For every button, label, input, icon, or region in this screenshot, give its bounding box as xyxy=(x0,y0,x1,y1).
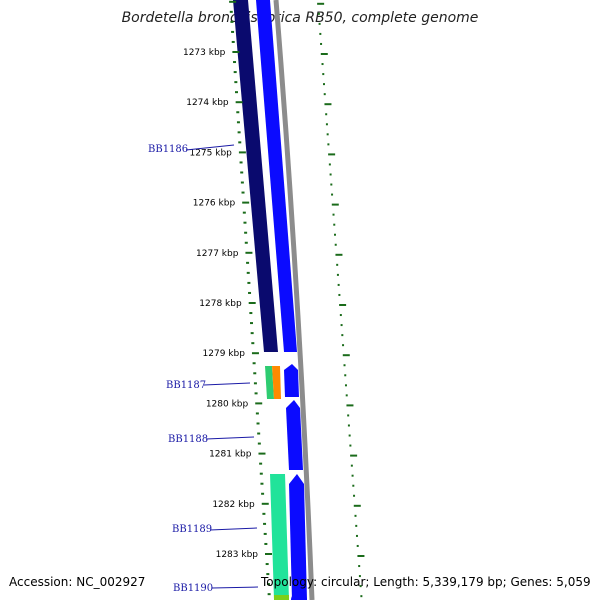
gene-bb1187-bar-b[interactable] xyxy=(272,366,281,399)
tick-track-left xyxy=(229,0,273,596)
gene-bb1190-bar[interactable] xyxy=(274,595,289,600)
genome-backbone xyxy=(273,0,315,600)
gene-label-bb1186[interactable]: BB1186 xyxy=(148,144,188,155)
tick-label: 1274 kbp xyxy=(186,98,229,108)
tick-label: 1281 kbp xyxy=(209,450,252,460)
accession-text: Accession: NC_002927 xyxy=(9,575,146,589)
genome-summary-text: Topology: circular; Length: 5,339,179 bp… xyxy=(261,575,591,589)
gene-bb1185-bar[interactable] xyxy=(256,0,297,352)
tick-label: 1278 kbp xyxy=(199,299,242,309)
tick-label: 1280 kbp xyxy=(206,399,249,409)
gene-arrow-1[interactable] xyxy=(284,364,299,397)
tick-labels: 1273 kbp 1274 kbp 1275 kbp 1276 kbp 1277 kbp… xyxy=(183,48,258,560)
tick-label: 1275 kbp xyxy=(189,148,232,158)
tick-label: 1273 kbp xyxy=(183,48,226,58)
gene-label-leaders xyxy=(185,144,259,589)
gene-bb1188-bar[interactable] xyxy=(286,400,303,470)
gene-bb1187-bar-a[interactable] xyxy=(265,366,274,399)
gene-bb1186-bar[interactable] xyxy=(233,0,278,352)
tick-track-right xyxy=(317,2,365,598)
gene-bb1189-blue-arrow[interactable] xyxy=(289,474,307,600)
gene-label-bb1189[interactable]: BB1189 xyxy=(172,524,212,535)
gene-label-bb1188[interactable]: BB1188 xyxy=(168,434,208,445)
gene-bb1190-blob[interactable] xyxy=(291,592,307,600)
tick-label: 1279 kbp xyxy=(203,349,246,359)
map-title: Bordetella bronchiseptica RB50, complete… xyxy=(121,10,479,26)
tick-label: 1283 kbp xyxy=(216,550,259,560)
gene-bb1189-bar[interactable] xyxy=(270,474,289,600)
gene-label-bb1187[interactable]: BB1187 xyxy=(166,380,206,391)
tick-label: 1276 kbp xyxy=(193,199,236,209)
tick-label: 1282 kbp xyxy=(212,500,255,510)
gene-label-bb1190[interactable]: BB1190 xyxy=(173,583,213,594)
tick-label: 1277 kbp xyxy=(196,249,239,259)
